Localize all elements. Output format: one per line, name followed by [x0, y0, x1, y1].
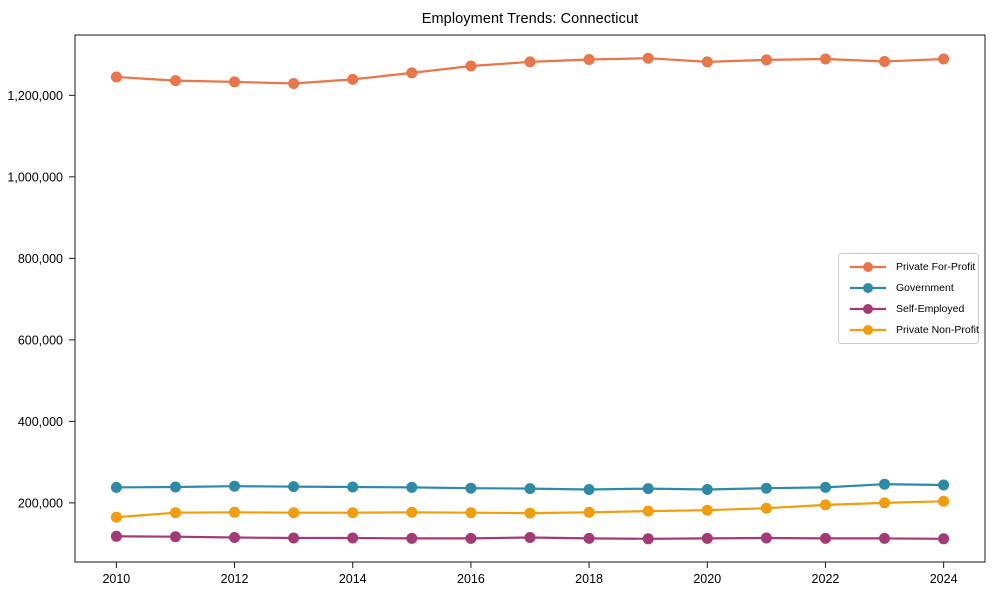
x-tick-label: 2022: [812, 572, 840, 586]
series-point: [938, 53, 950, 65]
series-point: [465, 60, 477, 72]
series-point: [347, 507, 359, 519]
series-point: [406, 481, 418, 493]
y-tick-label: 800,000: [18, 252, 63, 266]
legend: Private For-Profit Government Self-Emplo…: [838, 253, 979, 344]
series-point: [406, 506, 418, 518]
series-point: [465, 532, 477, 544]
series-point: [465, 482, 477, 494]
series-point: [406, 532, 418, 544]
series-point: [701, 484, 713, 495]
series-point: [347, 532, 359, 544]
series-point: [465, 507, 477, 519]
series-point: [938, 533, 950, 545]
series-point: [583, 54, 595, 65]
legend-label: Self-Employed: [896, 302, 965, 315]
series-point: [642, 505, 654, 517]
series-point: [820, 481, 831, 493]
series-point: [938, 495, 950, 507]
series-point: [879, 56, 890, 67]
series-point: [760, 482, 772, 494]
series-point: [229, 480, 240, 492]
series-point: [701, 56, 713, 68]
x-tick-label: 2014: [339, 572, 367, 586]
legend-item-private-for-profit: Private For-Profit: [848, 257, 978, 277]
series-point: [524, 507, 536, 519]
series-point: [347, 481, 359, 493]
legend-label: Private For-Profit: [896, 261, 976, 274]
y-tick-label: 1,000,000: [7, 170, 63, 184]
series-point: [229, 532, 240, 543]
series-point: [760, 54, 772, 66]
series-point: [524, 532, 536, 543]
series-point: [170, 531, 181, 543]
x-tick-label: 2010: [102, 572, 130, 586]
series-point: [760, 502, 772, 514]
series-point: [583, 506, 595, 518]
series-point: [406, 67, 418, 79]
series-point: [229, 76, 240, 88]
series-point: [170, 75, 181, 87]
series-point: [938, 479, 950, 491]
x-tick-label: 2012: [221, 572, 249, 586]
line-marker-icon: [850, 262, 886, 273]
series-point: [288, 507, 300, 519]
series-point: [879, 478, 890, 490]
y-tick-label: 400,000: [18, 415, 63, 429]
legend-item-private-non-profit: Private Non-Profit: [848, 320, 979, 340]
y-tick-label: 600,000: [18, 333, 63, 347]
series-point: [110, 71, 122, 83]
series-point: [879, 532, 890, 544]
chart-title: Employment Trends: Connecticut: [421, 11, 639, 27]
series-point: [288, 78, 300, 89]
plot-border: [74, 34, 986, 563]
series-point: [820, 532, 831, 544]
series-point: [524, 483, 536, 495]
y-tick-label: 1,200,000: [7, 89, 63, 103]
legend-label: Government: [896, 282, 954, 295]
series-point: [347, 73, 359, 85]
series-point: [820, 499, 831, 511]
series-point: [701, 504, 713, 516]
series-point: [701, 532, 713, 544]
x-tick-label: 2016: [457, 572, 485, 586]
y-tick-label: 200,000: [18, 496, 63, 510]
series-point: [583, 484, 595, 495]
series-point: [524, 56, 536, 68]
series-point: [642, 483, 654, 495]
series-point: [229, 506, 240, 518]
series-point: [583, 532, 595, 544]
series-point: [879, 497, 890, 509]
series-point: [170, 481, 181, 493]
legend-item-self-employed: Self-Employed: [848, 299, 978, 319]
x-tick-label: 2020: [693, 572, 721, 586]
x-tick-label: 2018: [575, 572, 603, 586]
series-point: [110, 481, 122, 493]
line-marker-icon: [850, 324, 886, 335]
series-point: [110, 511, 122, 523]
series-point: [110, 530, 122, 542]
line-marker-icon: [850, 283, 886, 294]
series-point: [288, 481, 300, 493]
series-point: [760, 532, 772, 544]
series-point: [820, 53, 831, 65]
line-marker-icon: [850, 303, 886, 314]
series-point: [642, 52, 654, 64]
x-tick-label: 2024: [930, 572, 958, 586]
series-point: [288, 532, 300, 544]
series-point: [170, 507, 181, 519]
legend-item-government: Government: [848, 278, 978, 298]
series-point: [642, 533, 654, 545]
legend-label: Private Non-Profit: [896, 323, 979, 336]
